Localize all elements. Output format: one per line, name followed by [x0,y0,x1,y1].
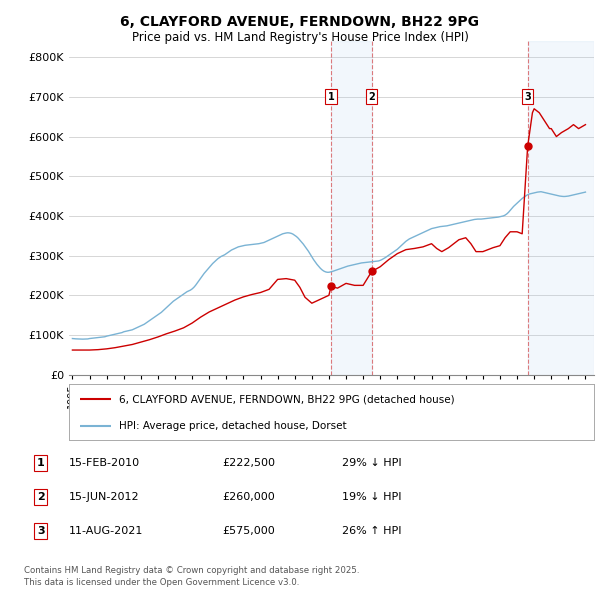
Bar [331,41,371,375]
Text: 2: 2 [368,92,375,102]
Text: £222,500: £222,500 [222,458,275,468]
Text: 6, CLAYFORD AVENUE, FERNDOWN, BH22 9PG: 6, CLAYFORD AVENUE, FERNDOWN, BH22 9PG [121,15,479,29]
Text: 6, CLAYFORD AVENUE, FERNDOWN, BH22 9PG (detached house): 6, CLAYFORD AVENUE, FERNDOWN, BH22 9PG (… [119,394,455,404]
Text: 3: 3 [524,92,531,102]
Text: 1: 1 [328,92,334,102]
Text: 1: 1 [37,458,44,468]
Text: £575,000: £575,000 [222,526,275,536]
Text: Price paid vs. HM Land Registry's House Price Index (HPI): Price paid vs. HM Land Registry's House … [131,31,469,44]
Text: 29% ↓ HPI: 29% ↓ HPI [342,458,401,468]
Text: Contains HM Land Registry data © Crown copyright and database right 2025.
This d: Contains HM Land Registry data © Crown c… [24,566,359,587]
Text: 15-JUN-2012: 15-JUN-2012 [69,492,140,502]
Text: 2: 2 [37,492,44,502]
Point [523,142,532,151]
Text: 11-AUG-2021: 11-AUG-2021 [69,526,143,536]
Bar [527,41,594,375]
Text: 19% ↓ HPI: 19% ↓ HPI [342,492,401,502]
Point [326,281,336,291]
Point [367,267,376,276]
Text: 26% ↑ HPI: 26% ↑ HPI [342,526,401,536]
Text: HPI: Average price, detached house, Dorset: HPI: Average price, detached house, Dors… [119,421,347,431]
Text: 3: 3 [37,526,44,536]
Text: 15-FEB-2010: 15-FEB-2010 [69,458,140,468]
Text: £260,000: £260,000 [222,492,275,502]
